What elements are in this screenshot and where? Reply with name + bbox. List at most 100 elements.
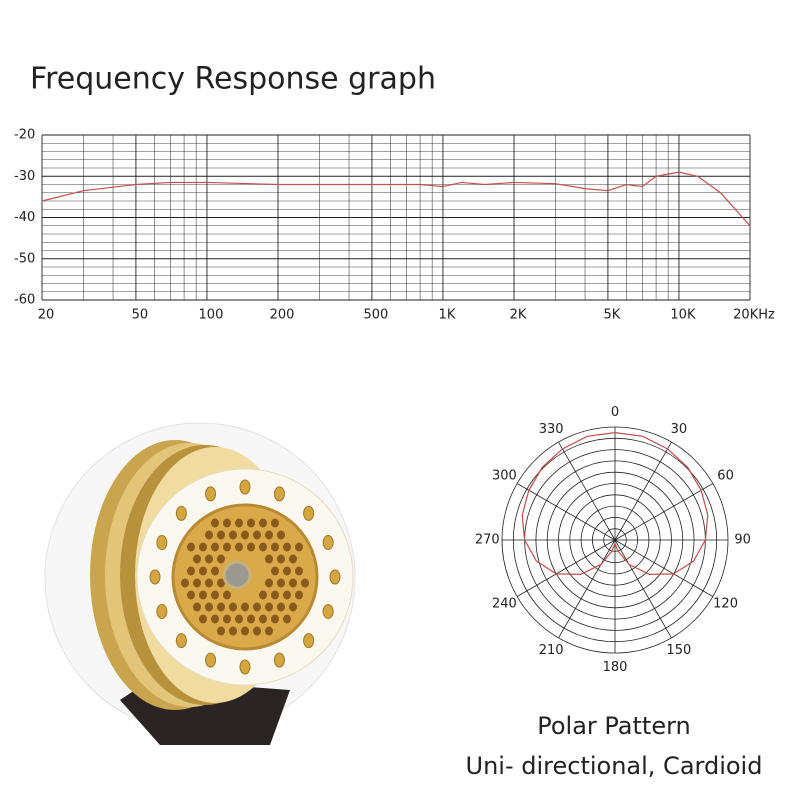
hole [223, 590, 231, 600]
hole [277, 602, 285, 612]
capsule-photo [44, 422, 356, 745]
polar-title: Polar Pattern [537, 712, 691, 740]
hole [265, 602, 273, 612]
angle-label: 90 [734, 533, 751, 548]
hole [301, 578, 309, 588]
polar-line [521, 432, 709, 575]
hole [229, 602, 237, 612]
hole [277, 530, 285, 540]
hole [271, 542, 279, 552]
spoke [516, 483, 616, 541]
hole [259, 518, 267, 528]
hole [199, 542, 207, 552]
angle-label: 120 [713, 596, 738, 611]
bolt [156, 535, 168, 551]
hole [187, 542, 195, 552]
hole [283, 566, 291, 576]
hole [283, 614, 291, 624]
hole [241, 530, 249, 540]
hole [181, 578, 189, 588]
y-tick-label: -20 [14, 128, 35, 143]
bolt [273, 652, 285, 668]
hole [223, 542, 231, 552]
spoke [614, 483, 714, 541]
x-tick-label: 20 [38, 308, 55, 323]
spoke [614, 441, 672, 541]
hole [205, 530, 213, 540]
angle-label: 270 [475, 533, 500, 548]
hole [241, 602, 249, 612]
bolt [205, 652, 217, 668]
hole [211, 566, 219, 576]
hole [187, 566, 195, 576]
hole [289, 602, 297, 612]
hole [193, 578, 201, 588]
y-tick-label: -50 [14, 251, 35, 266]
spoke [516, 539, 616, 597]
hole [247, 518, 255, 528]
bolt [329, 569, 341, 585]
hole [283, 590, 291, 600]
x-tick-label: 5K [604, 308, 621, 323]
hole [217, 554, 225, 564]
hole [247, 614, 255, 624]
angle-label: 30 [671, 422, 688, 437]
hole [235, 614, 243, 624]
hole [277, 578, 285, 588]
hole [265, 626, 273, 636]
hole [241, 626, 249, 636]
hole [253, 602, 261, 612]
y-tick-label: -60 [14, 293, 35, 308]
hole [229, 626, 237, 636]
spoke [558, 441, 616, 541]
x-tick-label: 2K [510, 308, 527, 323]
x-tick-label: 100 [199, 308, 224, 323]
hole [235, 518, 243, 528]
hole [211, 518, 219, 528]
angle-label: 240 [492, 596, 517, 611]
angle-label: 150 [666, 643, 691, 658]
spoke [614, 539, 672, 639]
bolt [175, 633, 187, 649]
angle-label: 210 [539, 643, 564, 658]
hole [217, 602, 225, 612]
x-tick-label: 20KHz [733, 308, 775, 323]
hole [199, 566, 207, 576]
x-tick-label: 10K [670, 308, 696, 323]
hole [247, 542, 255, 552]
hole [199, 590, 207, 600]
freq-title: Frequency Response graph [30, 62, 436, 97]
y-tick-label: -30 [14, 169, 35, 184]
y-tick-label: -40 [14, 210, 35, 225]
response-line [41, 171, 751, 227]
hole [217, 626, 225, 636]
hole [223, 614, 231, 624]
hole [193, 554, 201, 564]
hole [289, 554, 297, 564]
hole [265, 554, 273, 564]
hole [223, 518, 231, 528]
bolt [303, 505, 315, 521]
hole [211, 590, 219, 600]
angle-label: 0 [611, 405, 619, 420]
hole [265, 578, 273, 588]
hole [253, 530, 261, 540]
hole [265, 530, 273, 540]
hole [271, 518, 279, 528]
hole [217, 530, 225, 540]
spoke [558, 539, 616, 639]
bolt [322, 603, 334, 619]
hole [295, 590, 303, 600]
bolt [239, 479, 251, 495]
spoke [614, 539, 714, 597]
hole [259, 590, 267, 600]
hole [205, 602, 213, 612]
hole [187, 590, 195, 600]
hole [271, 566, 279, 576]
polar-subtitle: Uni- directional, Cardioid [466, 752, 763, 780]
hole [271, 614, 279, 624]
hole [253, 626, 261, 636]
hole [205, 554, 213, 564]
bolt [273, 486, 285, 502]
hole [229, 530, 237, 540]
